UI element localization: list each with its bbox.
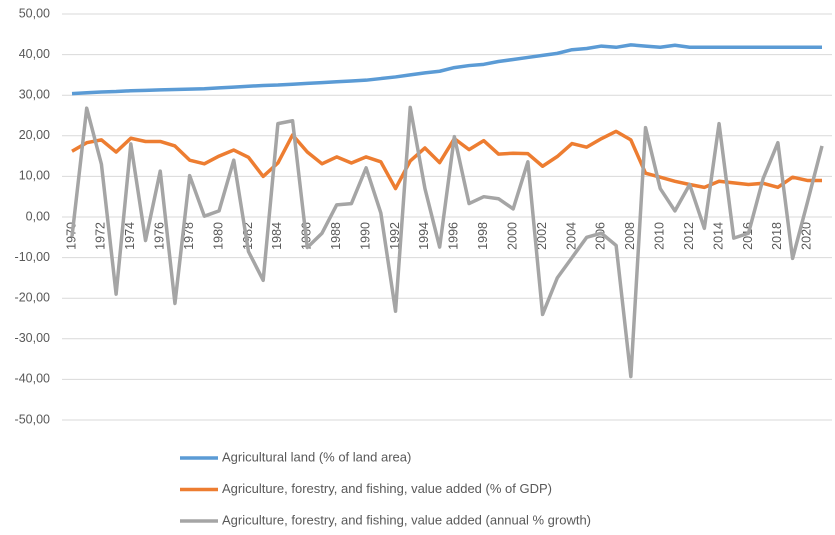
legend: Agricultural land (% of land area) Agricu… bbox=[180, 449, 591, 527]
x-tick-label: 2002 bbox=[535, 222, 549, 250]
x-tick-label: 1974 bbox=[123, 222, 137, 250]
x-tick-label: 2018 bbox=[770, 222, 784, 250]
x-tick-label: 1984 bbox=[270, 222, 284, 250]
y-tick-label: 0,00 bbox=[26, 209, 50, 223]
x-tick-label: 1994 bbox=[417, 222, 431, 250]
series-line bbox=[70, 105, 824, 379]
y-tick-label: 30,00 bbox=[19, 87, 50, 101]
x-tick-label: 1992 bbox=[388, 222, 402, 250]
x-tick-label: 2004 bbox=[564, 222, 578, 250]
y-tick-label: -50,00 bbox=[15, 412, 50, 426]
x-tick-label: 1988 bbox=[329, 222, 343, 250]
x-tick-label: 2008 bbox=[623, 222, 637, 250]
legend-label: Agriculture, forestry, and fishing, valu… bbox=[222, 481, 552, 496]
y-tick-label: 50,00 bbox=[19, 6, 50, 20]
y-tick-label: -20,00 bbox=[15, 290, 50, 304]
x-tick-label: 2006 bbox=[594, 222, 608, 250]
y-tick-label: -30,00 bbox=[15, 331, 50, 345]
x-tick-label: 1980 bbox=[211, 222, 225, 250]
x-tick-label: 1976 bbox=[153, 222, 167, 250]
y-tick-label: -10,00 bbox=[15, 250, 50, 264]
series-line bbox=[71, 129, 822, 191]
x-tick-label: 2010 bbox=[653, 222, 667, 250]
x-tick-label: 2012 bbox=[682, 222, 696, 250]
y-tick-label: -40,00 bbox=[15, 372, 50, 386]
x-tick-label: 1998 bbox=[476, 222, 490, 250]
legend-label: Agricultural land (% of land area) bbox=[222, 449, 411, 464]
x-tick-label: 1990 bbox=[358, 222, 372, 250]
x-tick-label: 2020 bbox=[800, 222, 814, 250]
y-tick-label: 40,00 bbox=[19, 47, 50, 61]
y-tick-label: 20,00 bbox=[19, 128, 50, 142]
x-tick-label: 1972 bbox=[94, 222, 108, 250]
y-tick-label: 10,00 bbox=[19, 169, 50, 183]
x-tick-label: 1996 bbox=[447, 222, 461, 250]
x-tick-label: 2014 bbox=[711, 222, 725, 250]
x-tick-label: 1978 bbox=[182, 222, 196, 250]
x-tick-label: 2000 bbox=[505, 222, 519, 250]
legend-label: Agriculture, forestry, and fishing, valu… bbox=[222, 512, 591, 527]
series-line bbox=[71, 43, 822, 96]
